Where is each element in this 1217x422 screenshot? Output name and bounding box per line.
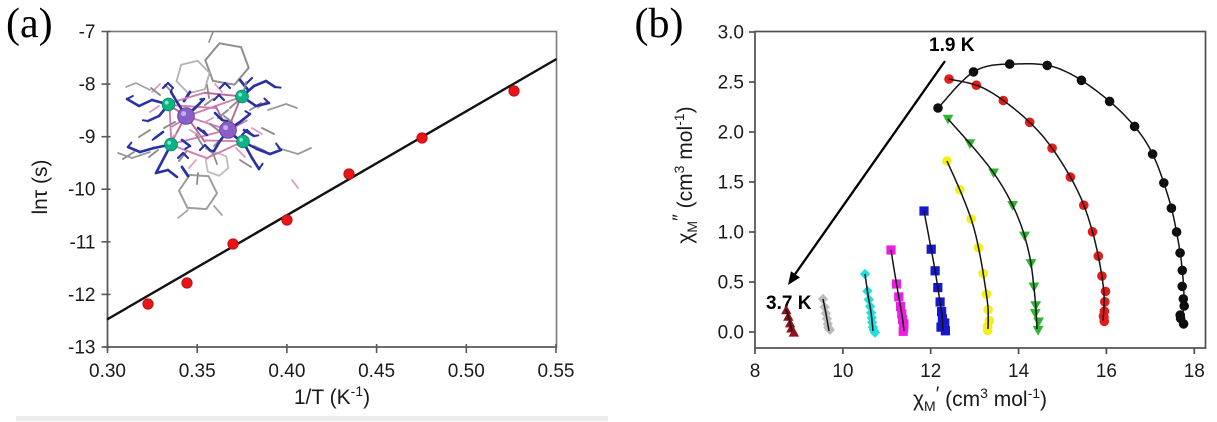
svg-text:1.0: 1.0 — [718, 223, 744, 244]
svg-text:0.35: 0.35 — [179, 361, 216, 382]
svg-text:(b): (b) — [635, 1, 684, 47]
svg-text:18: 18 — [1184, 361, 1205, 382]
svg-text:0.0: 0.0 — [718, 323, 744, 344]
svg-text:1.9 K: 1.9 K — [929, 35, 975, 56]
svg-text:2.0: 2.0 — [718, 123, 744, 144]
svg-text:0.40: 0.40 — [268, 361, 305, 382]
svg-text:0.50: 0.50 — [448, 361, 485, 382]
svg-text:0.55: 0.55 — [538, 361, 575, 382]
svg-text:2.5: 2.5 — [718, 73, 744, 94]
svg-text:0.45: 0.45 — [358, 361, 395, 382]
svg-text:1.5: 1.5 — [718, 173, 744, 194]
svg-text:3.7 K: 3.7 K — [766, 293, 812, 314]
svg-text:-11: -11 — [69, 232, 95, 253]
svg-text:16: 16 — [1096, 361, 1117, 382]
svg-text:-8: -8 — [79, 75, 96, 96]
svg-text:3.0: 3.0 — [718, 23, 744, 44]
svg-text:14: 14 — [1008, 361, 1030, 382]
svg-text:-7: -7 — [79, 22, 96, 43]
svg-text:-9: -9 — [79, 127, 96, 148]
svg-text:8: 8 — [750, 361, 761, 382]
svg-text:0.30: 0.30 — [89, 361, 126, 382]
svg-text:-13: -13 — [68, 338, 95, 359]
svg-text:lnτ (s): lnτ (s) — [29, 160, 52, 215]
svg-text:0.5: 0.5 — [718, 273, 744, 294]
svg-text:-10: -10 — [68, 180, 95, 201]
svg-text:χM′ (cm3 mol-1): χM′ (cm3 mol-1) — [913, 384, 1047, 414]
svg-text:10: 10 — [832, 361, 853, 382]
svg-text:1/T (K-1): 1/T (K-1) — [294, 383, 370, 409]
svg-text:-12: -12 — [68, 285, 95, 306]
svg-text:(a): (a) — [6, 1, 53, 47]
svg-text:12: 12 — [920, 361, 941, 382]
